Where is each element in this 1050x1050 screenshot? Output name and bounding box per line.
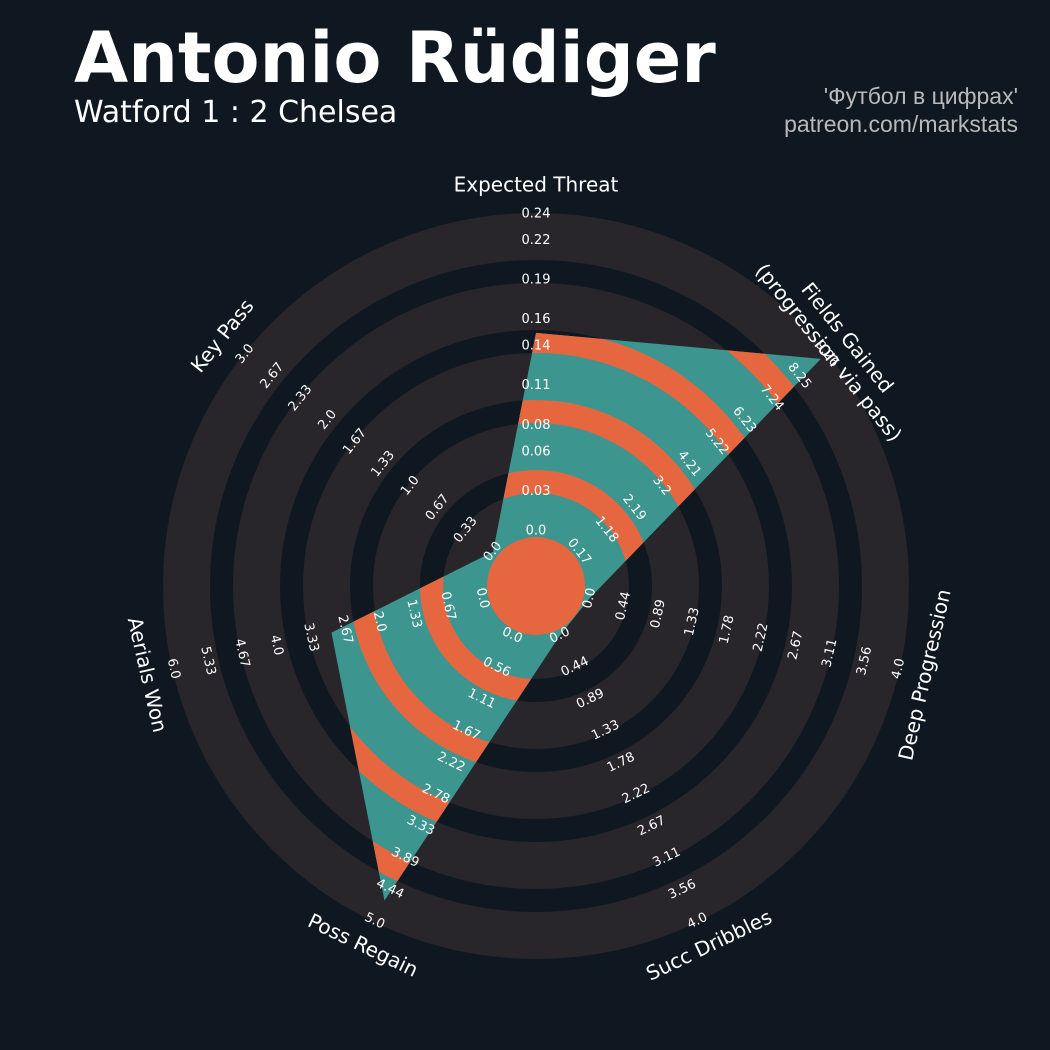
r-tick-label: 4.67 (231, 637, 252, 669)
credit: patreon.com/markstats (784, 111, 1018, 137)
r-tick-label: 0.06 (522, 444, 551, 459)
ring (233, 283, 839, 889)
r-tick-label: 4.0 (267, 634, 286, 658)
center-disc (487, 537, 585, 635)
param-label-group: Expected Threat (454, 173, 619, 197)
r-tick-label: 4.0 (889, 657, 908, 681)
r-tick-label: 2.67 (785, 630, 806, 662)
r-tick-label: 3.56 (854, 645, 875, 677)
r-tick-label: 0.0 (526, 524, 547, 539)
r-tick-label: 3.33 (300, 622, 321, 654)
r-tick-label: 0.67 (437, 590, 458, 622)
r-tick-label: 0.11 (522, 378, 551, 393)
r-tick-label: 0.89 (648, 598, 669, 630)
r-tick-label: 0.24 (522, 207, 551, 222)
r-tick-label: 3.11 (819, 637, 840, 669)
r-tick-label: 5.33 (197, 645, 218, 677)
r-tick-label: 0.19 (522, 273, 551, 288)
ring (163, 213, 909, 959)
r-tick-label: 0.14 (522, 339, 551, 354)
r-tick-label: 0.03 (522, 484, 551, 499)
r-tick-label: 2.0 (370, 610, 389, 634)
r-tick-label: 2.67 (334, 614, 355, 646)
r-tick-label: 0.0 (473, 586, 492, 610)
r-tick-label: 1.33 (403, 598, 424, 630)
r-tick-label: 0.0 (580, 586, 599, 610)
r-tick-label: 1.78 (717, 614, 738, 646)
param-label: Expected Threat (454, 173, 619, 197)
r-tick-label: 2.22 (751, 622, 772, 654)
r-tick-label: 0.22 (522, 233, 551, 248)
r-tick-label: 1.33 (682, 606, 703, 638)
radar-area (331, 332, 821, 901)
chart-title: Antonio Rüdiger (74, 17, 716, 99)
chart-subtitle: Watford 1 : 2 Chelsea (74, 95, 397, 130)
r-tick-label: 0.08 (522, 418, 551, 433)
credit: 'Футбол в цифрах' (824, 83, 1018, 109)
r-tick-label: 6.0 (164, 657, 183, 681)
r-tick-label: 0.44 (613, 590, 634, 622)
r-tick-label: 0.16 (522, 312, 551, 327)
